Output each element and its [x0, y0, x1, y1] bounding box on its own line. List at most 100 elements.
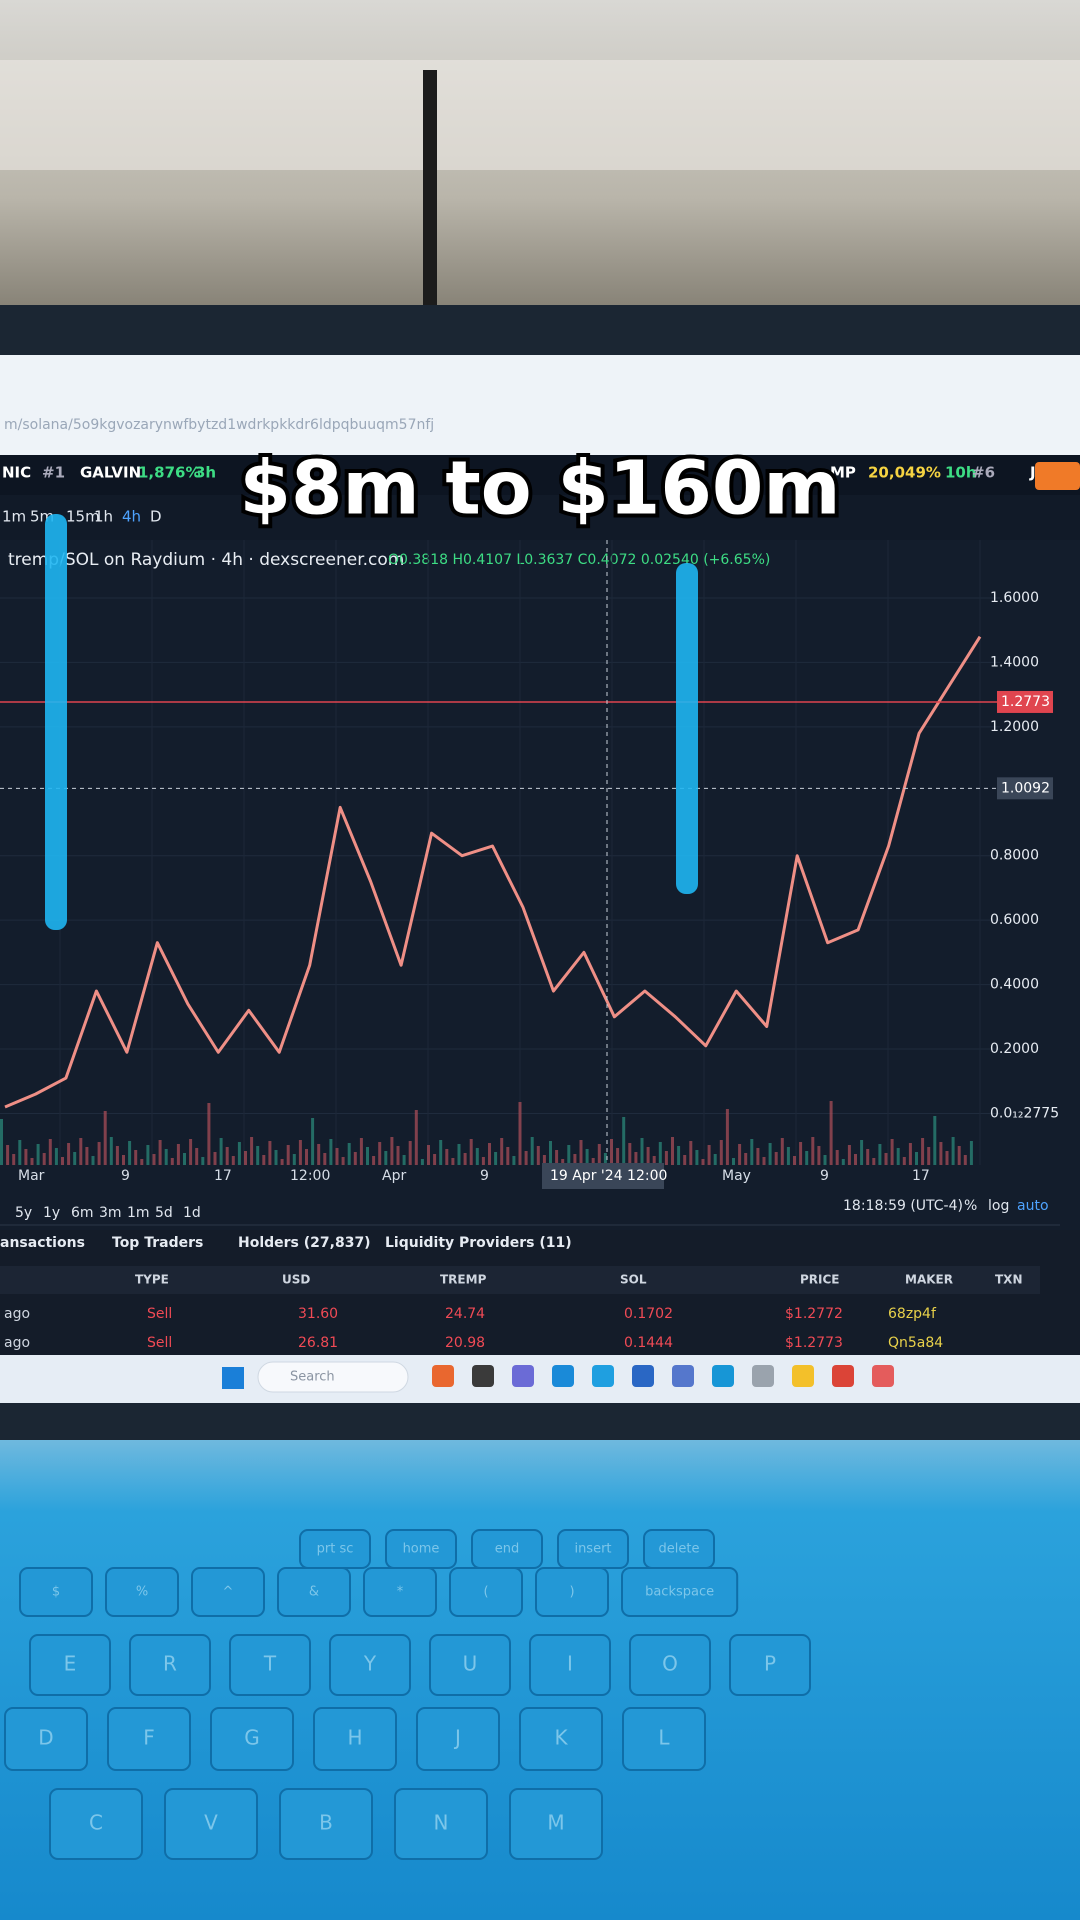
cell: 20.98: [445, 1335, 485, 1351]
volume-bar: [719, 1140, 723, 1165]
volume-bar: [396, 1146, 400, 1165]
start-icon: [222, 1367, 244, 1389]
browser-bar: [0, 355, 1080, 455]
volume-bar: [811, 1137, 815, 1165]
volume-bar: [6, 1145, 10, 1165]
key: [277, 1567, 351, 1617]
taskbar: [0, 1355, 1080, 1403]
column-header: TREMP: [440, 1273, 487, 1287]
volume-bar: [750, 1139, 754, 1165]
volume-bar: [427, 1145, 430, 1165]
key-label: Y: [363, 1652, 377, 1676]
volume-bar: [122, 1155, 125, 1165]
volume-bar: [616, 1148, 620, 1165]
key-label: M: [547, 1811, 564, 1835]
volume-bar: [372, 1156, 376, 1165]
search-box: [257, 1361, 409, 1393]
volume-bar: [54, 1148, 58, 1165]
volume-bar: [414, 1110, 418, 1165]
cell: ago: [4, 1335, 30, 1351]
key: [229, 1634, 311, 1696]
volume-bar: [622, 1117, 626, 1165]
key-label: H: [347, 1726, 362, 1750]
volume-bar: [219, 1138, 223, 1165]
url: m/solana/5o9kgvozarynwfbytzd1wdrkpkkdr6l…: [4, 417, 434, 433]
taskbar-icon: [672, 1365, 694, 1387]
crosshair-time-label: 19 Apr '24 12:00: [550, 1168, 667, 1184]
volume-bar: [744, 1153, 748, 1165]
cell: 0.1702: [624, 1306, 673, 1322]
volume-bar: [158, 1140, 162, 1165]
x-tick-label: Mar: [18, 1168, 45, 1184]
volume-bar: [481, 1157, 485, 1165]
volume-bar: [890, 1139, 894, 1165]
volume-bar: [585, 1149, 589, 1165]
volume-bar: [85, 1147, 89, 1165]
chart-panel: [0, 540, 1080, 1230]
key-label: P: [764, 1652, 776, 1676]
volume-bar: [305, 1149, 308, 1165]
ticker-item: 20,049%: [868, 464, 941, 482]
volume-bar: [366, 1147, 369, 1165]
volume-bar: [341, 1157, 345, 1165]
volume-bar: [725, 1109, 729, 1165]
volume-bar: [244, 1151, 247, 1165]
cell: ago: [4, 1306, 30, 1322]
volume-bar: [549, 1141, 552, 1165]
volume-bar: [921, 1138, 925, 1165]
tab: Liquidity Providers (11): [385, 1235, 572, 1251]
volume-bar: [488, 1143, 491, 1165]
volume-bar: [67, 1143, 71, 1165]
pole: [423, 70, 437, 310]
key: [4, 1707, 88, 1771]
volume-bar: [878, 1144, 882, 1165]
volume-bar: [201, 1157, 205, 1165]
volume-bar: [500, 1138, 504, 1165]
volume-bar: [671, 1137, 674, 1165]
volume-bar: [298, 1140, 302, 1165]
volume-bar: [915, 1152, 918, 1165]
key-label: (: [483, 1585, 488, 1600]
volume-bar: [469, 1139, 473, 1165]
volume-bar: [176, 1144, 180, 1165]
volume-bar: [457, 1144, 461, 1165]
y-tick-label: 1.4000: [990, 654, 1039, 670]
highlight-bar: [676, 563, 698, 894]
volume-bar: [610, 1139, 613, 1165]
key-label: prt sc: [317, 1542, 354, 1557]
volume-bar: [933, 1116, 937, 1165]
timeframe: 4h: [122, 508, 141, 526]
crosshair-price-label: 1.0092: [1001, 780, 1050, 796]
table-header-bg: [0, 1266, 1040, 1294]
y-tick-label: 0.2000: [990, 1041, 1039, 1057]
volume-bar: [140, 1159, 144, 1165]
key-label: E: [64, 1652, 77, 1676]
key-label: I: [567, 1652, 573, 1676]
key: [621, 1567, 739, 1617]
taskbar-icon: [832, 1365, 854, 1387]
volume-bar: [164, 1149, 168, 1165]
key: [191, 1567, 265, 1617]
volume-bar: [695, 1150, 699, 1165]
volume-bar: [134, 1150, 138, 1165]
volume-bar: [402, 1155, 406, 1165]
y-tick-label: 0.8000: [990, 848, 1039, 864]
key-label: insert: [574, 1542, 611, 1557]
volume-bar: [451, 1158, 455, 1165]
volume-bar: [48, 1139, 52, 1165]
key: [449, 1567, 523, 1617]
scale-option: %: [964, 1198, 977, 1214]
key-label: *: [397, 1585, 404, 1600]
ticker-button: [1035, 462, 1080, 490]
key: [313, 1707, 397, 1771]
volume-bar: [902, 1157, 906, 1165]
volume-bar: [225, 1147, 229, 1165]
volume-bar: [847, 1145, 851, 1165]
x-tick-label: 9: [121, 1168, 130, 1184]
volume-bar: [603, 1153, 607, 1165]
key: [29, 1634, 111, 1696]
y-tick-label: 1.2000: [990, 719, 1039, 735]
volume-bar: [353, 1152, 357, 1165]
key-label: U: [463, 1652, 478, 1676]
caption: $8m to $160m: [240, 446, 841, 532]
